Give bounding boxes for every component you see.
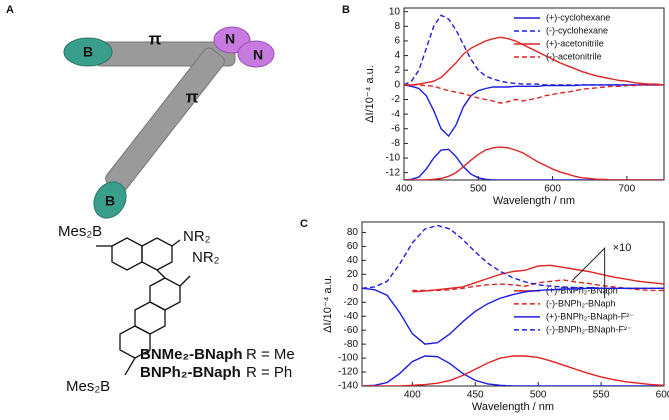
y-tick-label: -2 bbox=[391, 94, 400, 105]
y-tick-label: 0 bbox=[352, 283, 358, 294]
x-tick-label: 400 bbox=[396, 184, 413, 195]
y-tick-label: -60 bbox=[344, 325, 359, 336]
y-tick-label: -8 bbox=[391, 138, 400, 149]
panel-label: B bbox=[342, 4, 350, 16]
legend-label: (+)-acetonitrile bbox=[546, 38, 604, 48]
x-tick-label: 500 bbox=[530, 390, 547, 401]
structure-label: NR₂ bbox=[192, 249, 220, 266]
structure-label: Mes₂B bbox=[58, 223, 102, 240]
boron-end bbox=[63, 37, 113, 67]
y-tick-label: -120 bbox=[338, 367, 358, 378]
cartoon-label: N bbox=[225, 31, 235, 47]
series-line bbox=[404, 36, 664, 86]
x-tick-label: 600 bbox=[544, 184, 561, 195]
series-line bbox=[412, 264, 664, 293]
cartoon-label: B bbox=[105, 193, 115, 209]
structure-label: NR₂ bbox=[183, 228, 211, 245]
y-tick-label: 4 bbox=[394, 50, 400, 61]
bar bbox=[105, 47, 225, 193]
panel-label: A bbox=[6, 4, 14, 16]
x-tick-label: 550 bbox=[593, 390, 610, 401]
y-tick-label: -10 bbox=[386, 153, 401, 164]
series-line bbox=[404, 14, 664, 86]
y-tick-label: -6 bbox=[391, 123, 400, 134]
y-tick-label: -20 bbox=[344, 297, 359, 308]
x-tick-label: 500 bbox=[470, 184, 487, 195]
boron-end bbox=[93, 181, 127, 219]
series-line bbox=[404, 84, 664, 104]
y-tick-label: -12 bbox=[386, 167, 401, 178]
cartoon-label: B bbox=[83, 44, 93, 60]
cartoon-label: π bbox=[148, 29, 161, 48]
donor bbox=[237, 40, 275, 68]
y-tick-label: 40 bbox=[347, 255, 359, 266]
legend-label: (+)-BNPh₂-BNaph bbox=[546, 285, 618, 295]
legend-label: (-)-acetonitrile bbox=[546, 51, 602, 61]
y-tick-label: 20 bbox=[347, 269, 359, 280]
x-tick-label: 700 bbox=[619, 184, 636, 195]
series-line bbox=[362, 355, 664, 386]
x-tick-label: 400 bbox=[404, 390, 421, 401]
structure bbox=[96, 237, 191, 376]
y-tick-label: 80 bbox=[347, 227, 359, 238]
y-axis-label: ΔI/10⁻⁴ a.u. bbox=[364, 65, 376, 123]
y-tick-label: 6 bbox=[394, 36, 400, 47]
legend-label: (-)-BNPh₂-BNaph-F²⁻ bbox=[546, 324, 632, 334]
y-axis-label: ΔI/10⁻⁴ a.u. bbox=[322, 275, 334, 333]
y-tick-label: 10 bbox=[389, 6, 401, 17]
series-line bbox=[404, 146, 664, 180]
x-axis-label: Wavelength / nm bbox=[472, 401, 554, 413]
series-line bbox=[362, 355, 664, 386]
x-tick-label: 450 bbox=[467, 390, 484, 401]
y-tick-label: -80 bbox=[344, 339, 359, 350]
compound-r: R = Ph bbox=[246, 364, 292, 381]
legend-label: (-)-cyclohexane bbox=[546, 25, 608, 35]
panel-label: C bbox=[300, 218, 308, 230]
legend-label: (-)-BNPh₂-BNaph bbox=[546, 298, 616, 308]
structure-label: Mes₂B bbox=[66, 378, 110, 395]
series-line bbox=[362, 224, 664, 289]
x-tick-label: 600 bbox=[656, 390, 669, 401]
y-tick-label: 60 bbox=[347, 241, 359, 252]
y-tick-label: -100 bbox=[338, 353, 358, 364]
y-tick-label: 2 bbox=[394, 65, 400, 76]
cartoon-label: π bbox=[185, 87, 198, 106]
annotation: ×10 bbox=[613, 242, 632, 254]
compound-name: BNPh₂-BNaph bbox=[140, 364, 241, 381]
y-tick-label: 0 bbox=[394, 79, 400, 90]
series-line bbox=[404, 148, 664, 180]
annotation-pointer bbox=[572, 247, 606, 299]
compound-r: R = Me bbox=[246, 346, 295, 363]
legend-label: (+)-cyclohexane bbox=[546, 12, 610, 22]
cartoon-label: N bbox=[253, 47, 263, 63]
compound-name: BNMe₂-BNaph bbox=[140, 346, 243, 363]
panel-a: A B N N π π B Mes₂B NR₂ NR₂ Mes₂B BNMe₂-… bbox=[6, 4, 295, 395]
y-tick-label: -140 bbox=[338, 381, 358, 392]
x-axis-label: Wavelength / nm bbox=[493, 195, 575, 207]
y-tick-label: 8 bbox=[394, 21, 400, 32]
series-line bbox=[404, 84, 664, 138]
y-tick-label: -40 bbox=[344, 311, 359, 322]
legend-label: (+)-BNPh₂-BNaph-F²⁻ bbox=[546, 311, 634, 321]
y-tick-label: -4 bbox=[391, 109, 400, 120]
plot-frame bbox=[403, 7, 665, 181]
